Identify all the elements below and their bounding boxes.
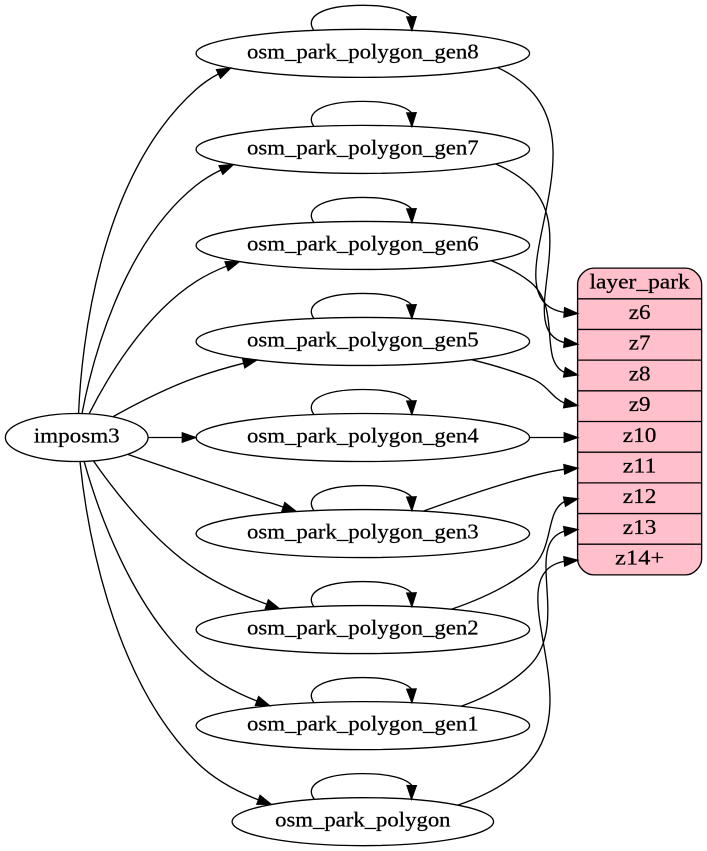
svg-text:z9: z9 [629,392,651,416]
svg-text:osm_park_polygon_gen2: osm_park_polygon_gen2 [247,616,479,640]
svg-text:z13: z13 [623,515,657,539]
svg-text:z11: z11 [623,453,657,477]
svg-text:osm_park_polygon: osm_park_polygon [275,808,451,832]
svg-text:osm_park_polygon_gen4: osm_park_polygon_gen4 [247,423,479,447]
svg-text:z7: z7 [629,331,651,355]
svg-text:z6: z6 [629,300,651,324]
svg-text:osm_park_polygon_gen1: osm_park_polygon_gen1 [247,712,479,736]
svg-text:z14+: z14+ [615,545,664,569]
svg-text:osm_park_polygon_gen3: osm_park_polygon_gen3 [247,519,479,543]
svg-text:z12: z12 [623,484,657,508]
svg-text:imposm3: imposm3 [34,423,120,447]
svg-text:osm_park_polygon_gen5: osm_park_polygon_gen5 [247,327,479,351]
svg-text:layer_park: layer_park [589,269,690,293]
svg-text:z8: z8 [629,361,651,385]
svg-text:osm_park_polygon_gen7: osm_park_polygon_gen7 [247,135,479,159]
svg-text:osm_park_polygon_gen8: osm_park_polygon_gen8 [247,39,479,63]
svg-text:osm_park_polygon_gen6: osm_park_polygon_gen6 [247,231,479,255]
svg-text:z10: z10 [623,423,657,447]
